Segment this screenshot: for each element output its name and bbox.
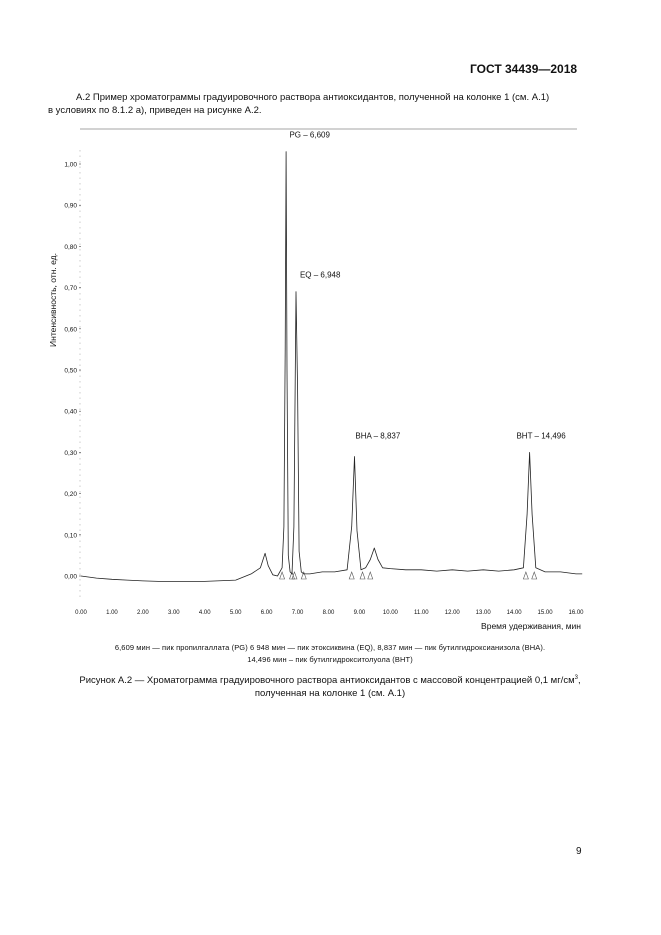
peak-label: BHT – 14,496	[516, 431, 566, 440]
integration-marker	[291, 571, 298, 580]
x-tick-label: 4.00	[199, 610, 211, 616]
intro-line-2: в условиях по 8.1.2 а), приведен на рису…	[48, 105, 262, 116]
y-tick-label: 0,00	[64, 574, 77, 581]
y-tick-label: 0,80	[64, 244, 77, 251]
peak-legend: 6,609 мин — пик пропилгаллата (PG) 6 948…	[40, 642, 620, 666]
integration-marker	[522, 571, 529, 580]
peak-legend-line-1: 6,609 мин — пик пропилгаллата (PG) 6 948…	[114, 643, 546, 652]
x-tick-label: 7.00	[292, 610, 304, 616]
x-tick-label: 3.00	[168, 610, 180, 616]
y-tick-label: 0,70	[64, 285, 77, 292]
y-tick-label: 1,00	[64, 162, 77, 169]
integration-marker	[300, 571, 307, 580]
peak-label: EQ – 6,948	[300, 271, 341, 280]
chromatogram-trace	[80, 151, 583, 582]
figure-caption-line-2: полученная на колонке 1 (см. А.1)	[254, 688, 406, 700]
y-tick-labels: 0,00 0,10 0,20 0,30 0,40 0,50 0,60 0,70 0,80 0,90…	[64, 162, 81, 581]
x-tick-label: 0.00	[75, 610, 87, 616]
x-tick-label: 6.00	[261, 610, 273, 616]
y-tick-label: 0,20	[64, 491, 77, 498]
x-tick-labels: 0.00 1.00 2.00 3.00 4.00 5.00 6.00 7.00 8.00 9.00…	[75, 610, 584, 616]
peak-labels: PG – 6,609 EQ – 6,948 BHA – 8,837 BHT – 14,…	[289, 131, 566, 441]
x-tick-label: 2.00	[137, 610, 149, 616]
peak-legend-line-2: 14,496 мин – пик бутилгидрокситолуола (В…	[247, 655, 413, 664]
integration-marker	[531, 571, 538, 580]
y-tick-label: 0,90	[64, 203, 77, 210]
y-tick-label: 0,40	[64, 409, 77, 416]
unit-superscript: 3	[574, 675, 578, 681]
x-tick-label: 15.00	[538, 610, 554, 616]
y-tick-label: 0,60	[64, 326, 77, 333]
integration-marker	[348, 571, 355, 580]
x-tick-label: 11.00	[414, 610, 429, 616]
x-tick-label: 13.00	[476, 610, 492, 616]
x-tick-label: 9.00	[354, 610, 366, 616]
x-axis-label: Время удерживания, мин	[481, 621, 581, 631]
x-tick-label: 12.00	[445, 610, 461, 616]
x-tick-label: 14.00	[507, 610, 523, 616]
y-tick-label: 0,50	[64, 368, 77, 375]
y-axis-label: Интенсивность, отн. ед.	[48, 253, 58, 347]
y-tick-label: 0,10	[64, 532, 77, 539]
x-tick-label: 5.00	[230, 610, 242, 616]
peak-label: BHA – 8,837	[355, 431, 400, 440]
page-number: 9	[576, 846, 582, 857]
intro-paragraph: А.2 Пример хроматограммы градуировочного…	[48, 91, 588, 117]
y-tick-label: 0,30	[64, 450, 77, 457]
peak-label: PG – 6,609	[289, 131, 330, 140]
integration-markers	[279, 571, 538, 580]
x-tick-label: 16.00	[568, 610, 584, 616]
standard-number: ГОСТ 34439—2018	[470, 62, 578, 76]
figure-caption-line-1: Рисунок А.2 — Хроматограмма градуировочн…	[79, 675, 581, 687]
integration-marker	[279, 571, 286, 580]
x-tick-label: 10.00	[383, 610, 399, 616]
x-tick-label: 1.00	[106, 610, 118, 616]
x-tick-label: 8.00	[323, 610, 335, 616]
intro-line-1: А.2 Пример хроматограммы градуировочного…	[76, 92, 550, 103]
figure-caption: Рисунок А.2 — Хроматограмма градуировочн…	[30, 672, 630, 700]
integration-marker	[359, 571, 366, 580]
integration-marker	[367, 571, 374, 580]
